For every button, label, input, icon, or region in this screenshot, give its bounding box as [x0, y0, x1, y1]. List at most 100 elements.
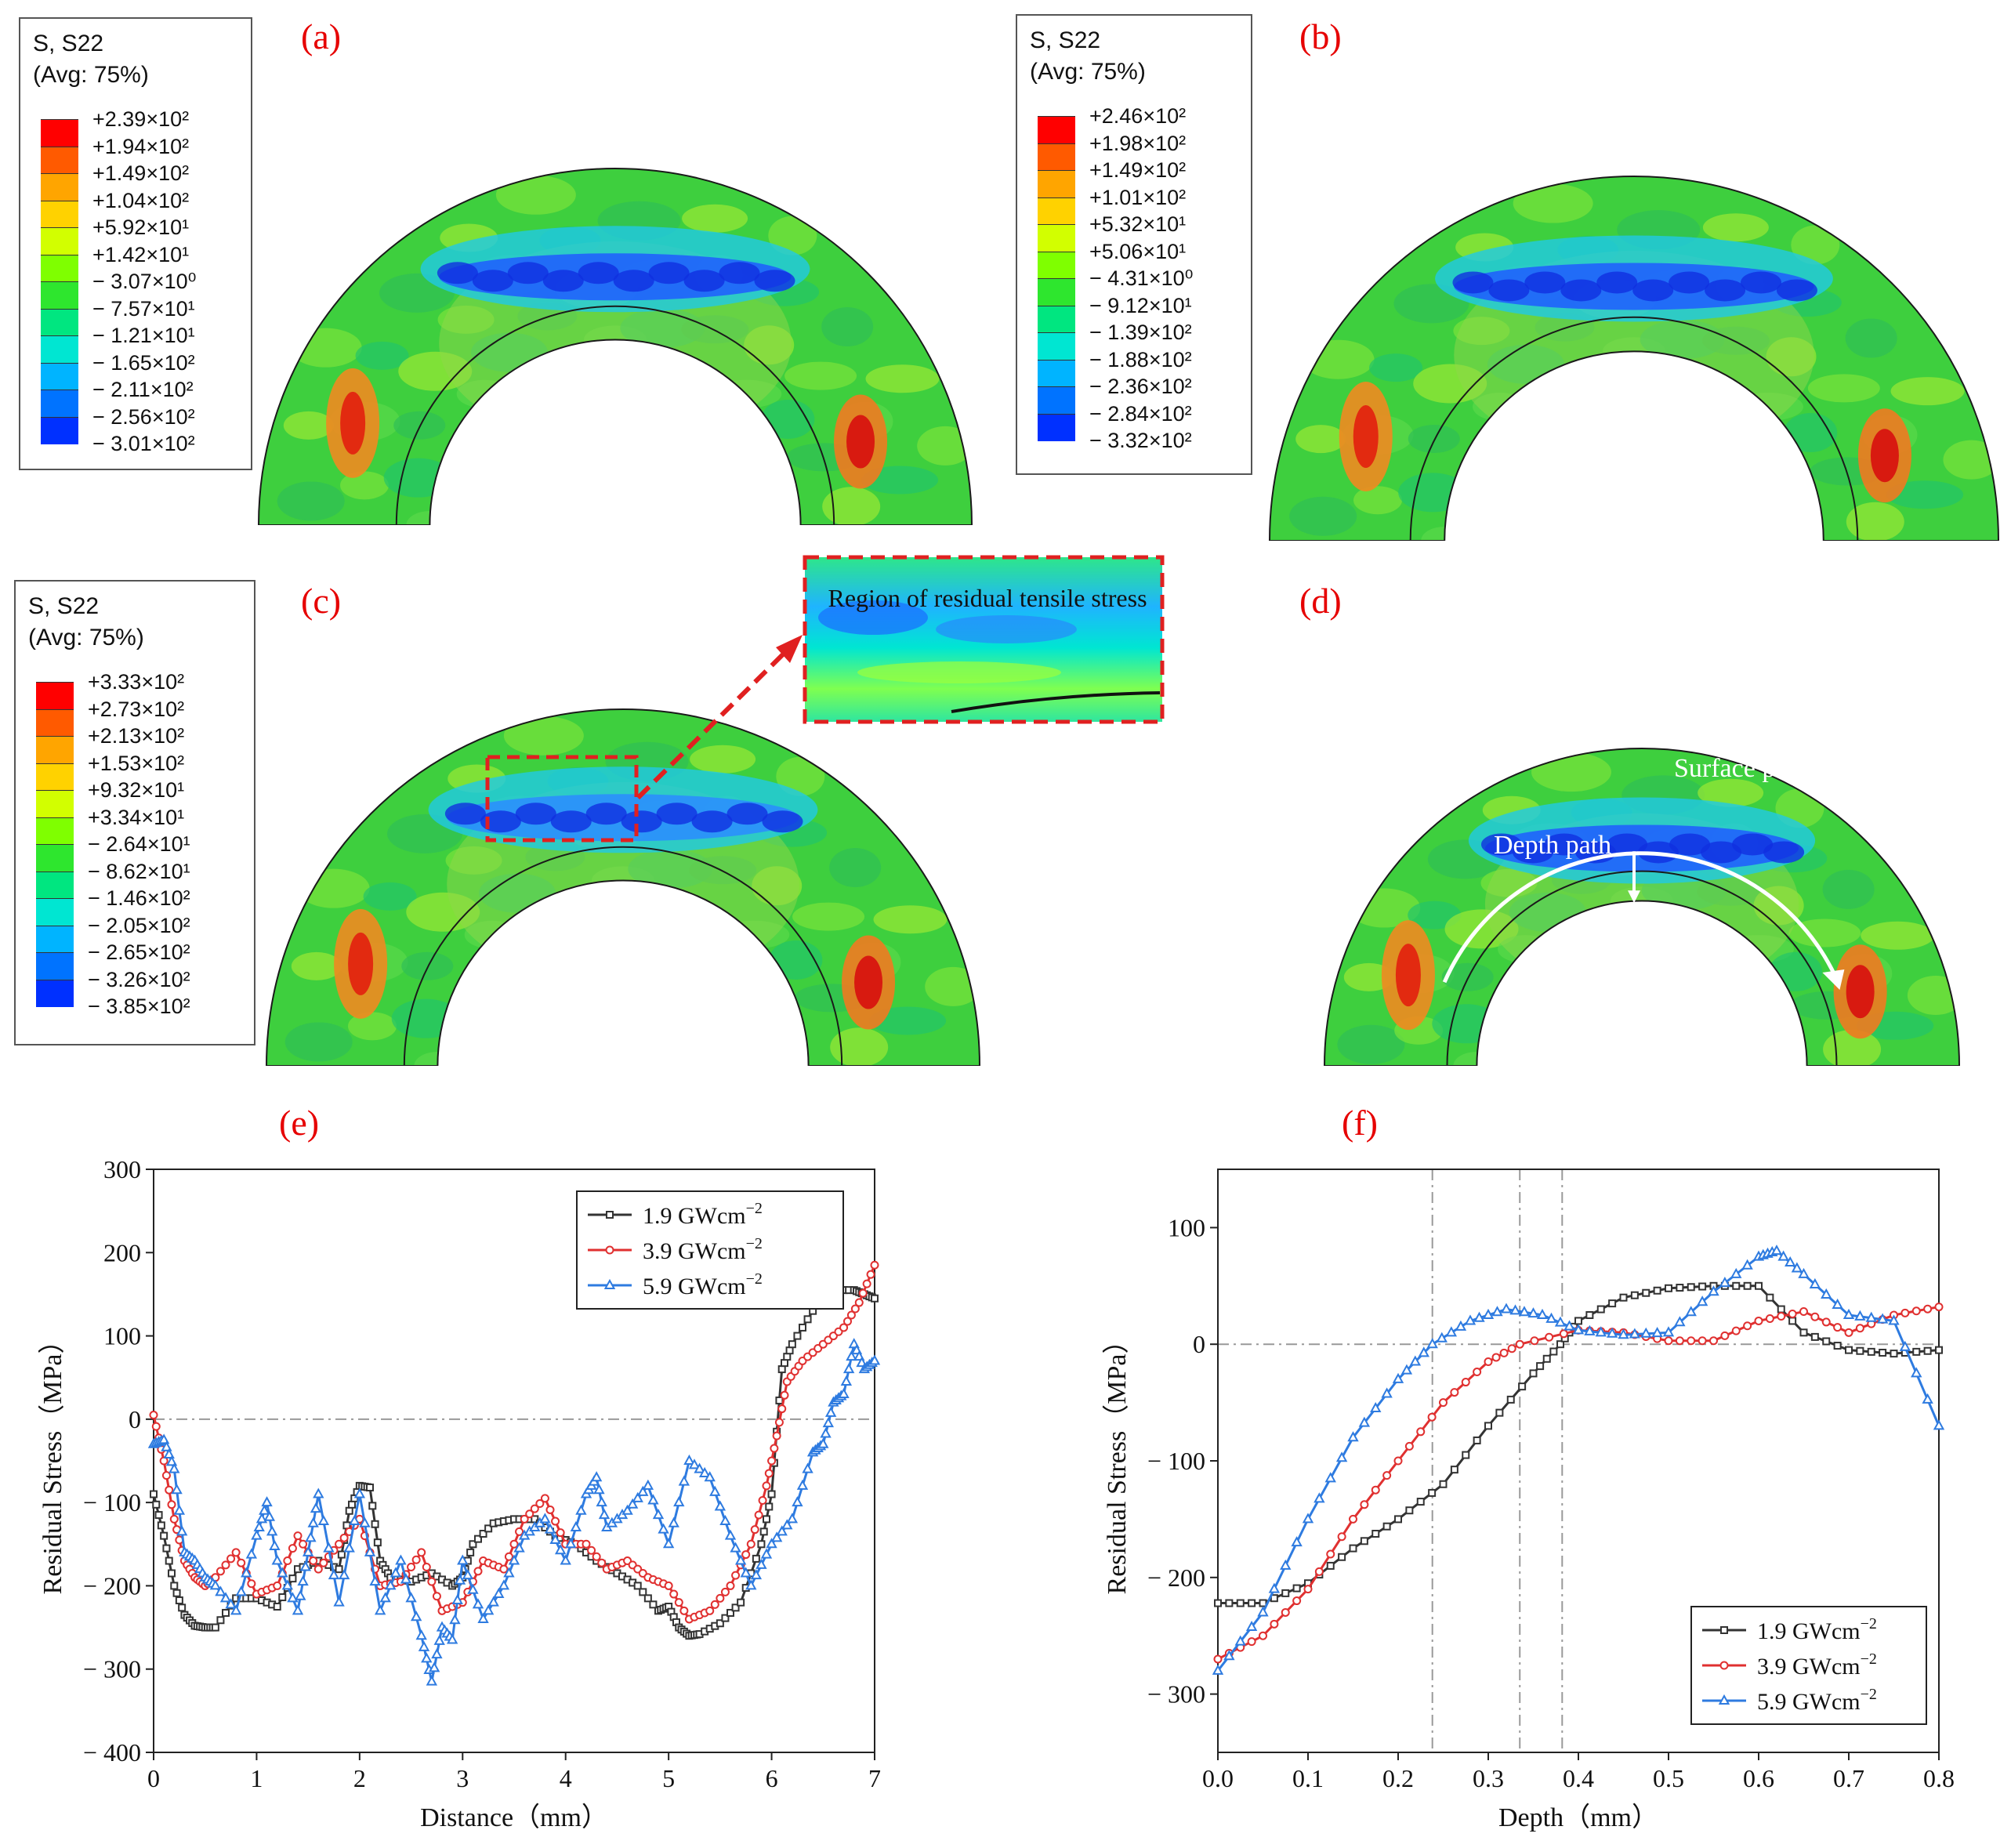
- contour-plot-c: [265, 708, 981, 1066]
- legend-entry: 1.9 GWcm−2: [1757, 1615, 1877, 1644]
- data-point: [838, 1387, 850, 1398]
- data-point: [454, 1574, 466, 1585]
- x-tick-label: 2: [353, 1764, 366, 1792]
- data-point: [781, 1359, 788, 1368]
- data-point: [1719, 1661, 1729, 1670]
- data-point: [373, 1538, 382, 1547]
- data-point: [1788, 1317, 1797, 1325]
- data-point: [422, 1563, 431, 1572]
- inner-boundary-line: [1409, 316, 1859, 541]
- data-point: [1559, 1329, 1568, 1339]
- data-point: [1743, 1321, 1752, 1331]
- data-point: [1777, 1250, 1789, 1261]
- data-point: [1337, 1532, 1346, 1542]
- data-point: [371, 1520, 379, 1528]
- data-point: [854, 1298, 864, 1307]
- data-point: [333, 1596, 345, 1607]
- data-point: [1536, 1362, 1545, 1371]
- blue-blob: [726, 803, 768, 825]
- data-point: [310, 1502, 322, 1513]
- data-point: [1923, 1304, 1933, 1314]
- data-point: [215, 1585, 226, 1596]
- data-point: [824, 1406, 837, 1417]
- data-point: [1280, 1559, 1292, 1570]
- data-point: [235, 1585, 247, 1596]
- data-point: [337, 1550, 346, 1559]
- data-point: [731, 1571, 741, 1580]
- field-patch: [1369, 353, 1423, 382]
- legend-value: − 3.32×10²: [1089, 429, 1192, 452]
- data-point: [302, 1545, 314, 1556]
- series-2: [147, 1338, 881, 1686]
- data-point: [1585, 1311, 1594, 1319]
- blue-blob: [444, 803, 486, 825]
- legend-value: − 2.84×10²: [1089, 401, 1192, 426]
- data-point: [678, 1475, 690, 1486]
- data-point: [858, 1288, 868, 1298]
- legend-swatch: [36, 844, 74, 872]
- legend-entry: 3.9 GWcm−2: [1757, 1651, 1877, 1680]
- data-point: [178, 1603, 187, 1612]
- data-point: [151, 1422, 161, 1431]
- panel-label-e: (e): [279, 1103, 320, 1143]
- data-point: [780, 1390, 789, 1400]
- field-patch: [1702, 213, 1769, 242]
- blue-blob: [1741, 271, 1782, 294]
- tensile-spot: [476, 1006, 511, 1032]
- data-point: [1302, 1513, 1314, 1524]
- data-point: [643, 1594, 652, 1603]
- data-point: [704, 1471, 716, 1482]
- legend-value: +1.42×10¹: [92, 242, 190, 266]
- data-point: [1685, 1306, 1697, 1317]
- data-point: [793, 1332, 802, 1340]
- ring-outline: [265, 708, 981, 1066]
- blue-blob: [656, 803, 698, 825]
- data-point: [1236, 1599, 1245, 1607]
- x-tick-label: 0.4: [1563, 1764, 1594, 1792]
- legend-value: +1.04×10²: [92, 188, 190, 212]
- legend-entry-exponent: −2: [746, 1270, 763, 1288]
- data-point: [158, 1433, 170, 1444]
- legend-entry: 5.9 GWcm−2: [1757, 1686, 1877, 1715]
- data-point: [428, 1661, 440, 1672]
- surface-path-label: Surface path: [1674, 754, 1808, 783]
- y-axis-label: Residual Stress（MPa）: [1102, 1328, 1132, 1595]
- data-point: [1899, 1340, 1911, 1351]
- y-tick-label: − 200: [1147, 1564, 1205, 1592]
- blue-blob: [550, 810, 592, 833]
- blue-blob: [1607, 833, 1648, 856]
- data-point: [1382, 1471, 1392, 1480]
- data-point: [1640, 1327, 1652, 1338]
- zoom-arrow-line: [636, 651, 786, 800]
- data-point: [1473, 1368, 1482, 1377]
- legend-swatch: [36, 817, 74, 845]
- data-point: [432, 1592, 441, 1601]
- data-point: [159, 1456, 168, 1466]
- data-point: [1530, 1336, 1539, 1346]
- legend-entry-name: 3.9 GWcm: [643, 1238, 746, 1264]
- data-point: [479, 1530, 487, 1538]
- data-point: [1664, 1336, 1673, 1346]
- tensile-spot: [340, 391, 366, 455]
- data-point: [694, 1462, 705, 1473]
- data-point: [1335, 1451, 1348, 1462]
- data-point: [760, 1548, 773, 1559]
- data-point: [674, 1598, 683, 1607]
- data-point: [418, 1640, 430, 1651]
- data-point: [1619, 1293, 1628, 1302]
- data-point: [446, 1633, 458, 1644]
- y-axis-label: Residual Stress（MPa）: [38, 1328, 67, 1595]
- depth-path-label: Depth path: [1494, 831, 1612, 860]
- series-2: [1212, 1245, 1945, 1675]
- data-point: [737, 1598, 745, 1607]
- data-point: [673, 1496, 685, 1507]
- data-point: [1844, 1328, 1853, 1337]
- legend-value: +2.73×10²: [88, 697, 185, 721]
- inset-boundary-line: [951, 691, 1161, 713]
- legend-swatch: [36, 790, 74, 818]
- data-point: [1247, 1637, 1256, 1647]
- data-point: [1608, 1299, 1617, 1308]
- data-point: [1934, 1303, 1944, 1312]
- data-point: [767, 1456, 777, 1466]
- data-point: [472, 1598, 484, 1609]
